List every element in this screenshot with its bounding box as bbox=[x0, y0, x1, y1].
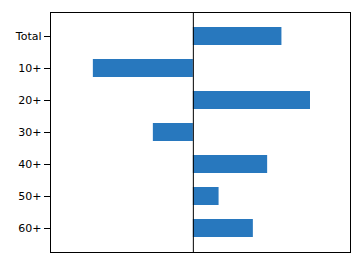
svg-text:50+: 50+ bbox=[18, 190, 41, 203]
svg-text:Total: Total bbox=[15, 30, 42, 43]
svg-text:10+: 10+ bbox=[18, 62, 41, 75]
svg-text:40+: 40+ bbox=[18, 158, 41, 171]
svg-text:30+: 30+ bbox=[18, 126, 41, 139]
svg-text:20+: 20+ bbox=[18, 94, 41, 107]
svg-text:60+: 60+ bbox=[18, 222, 41, 235]
